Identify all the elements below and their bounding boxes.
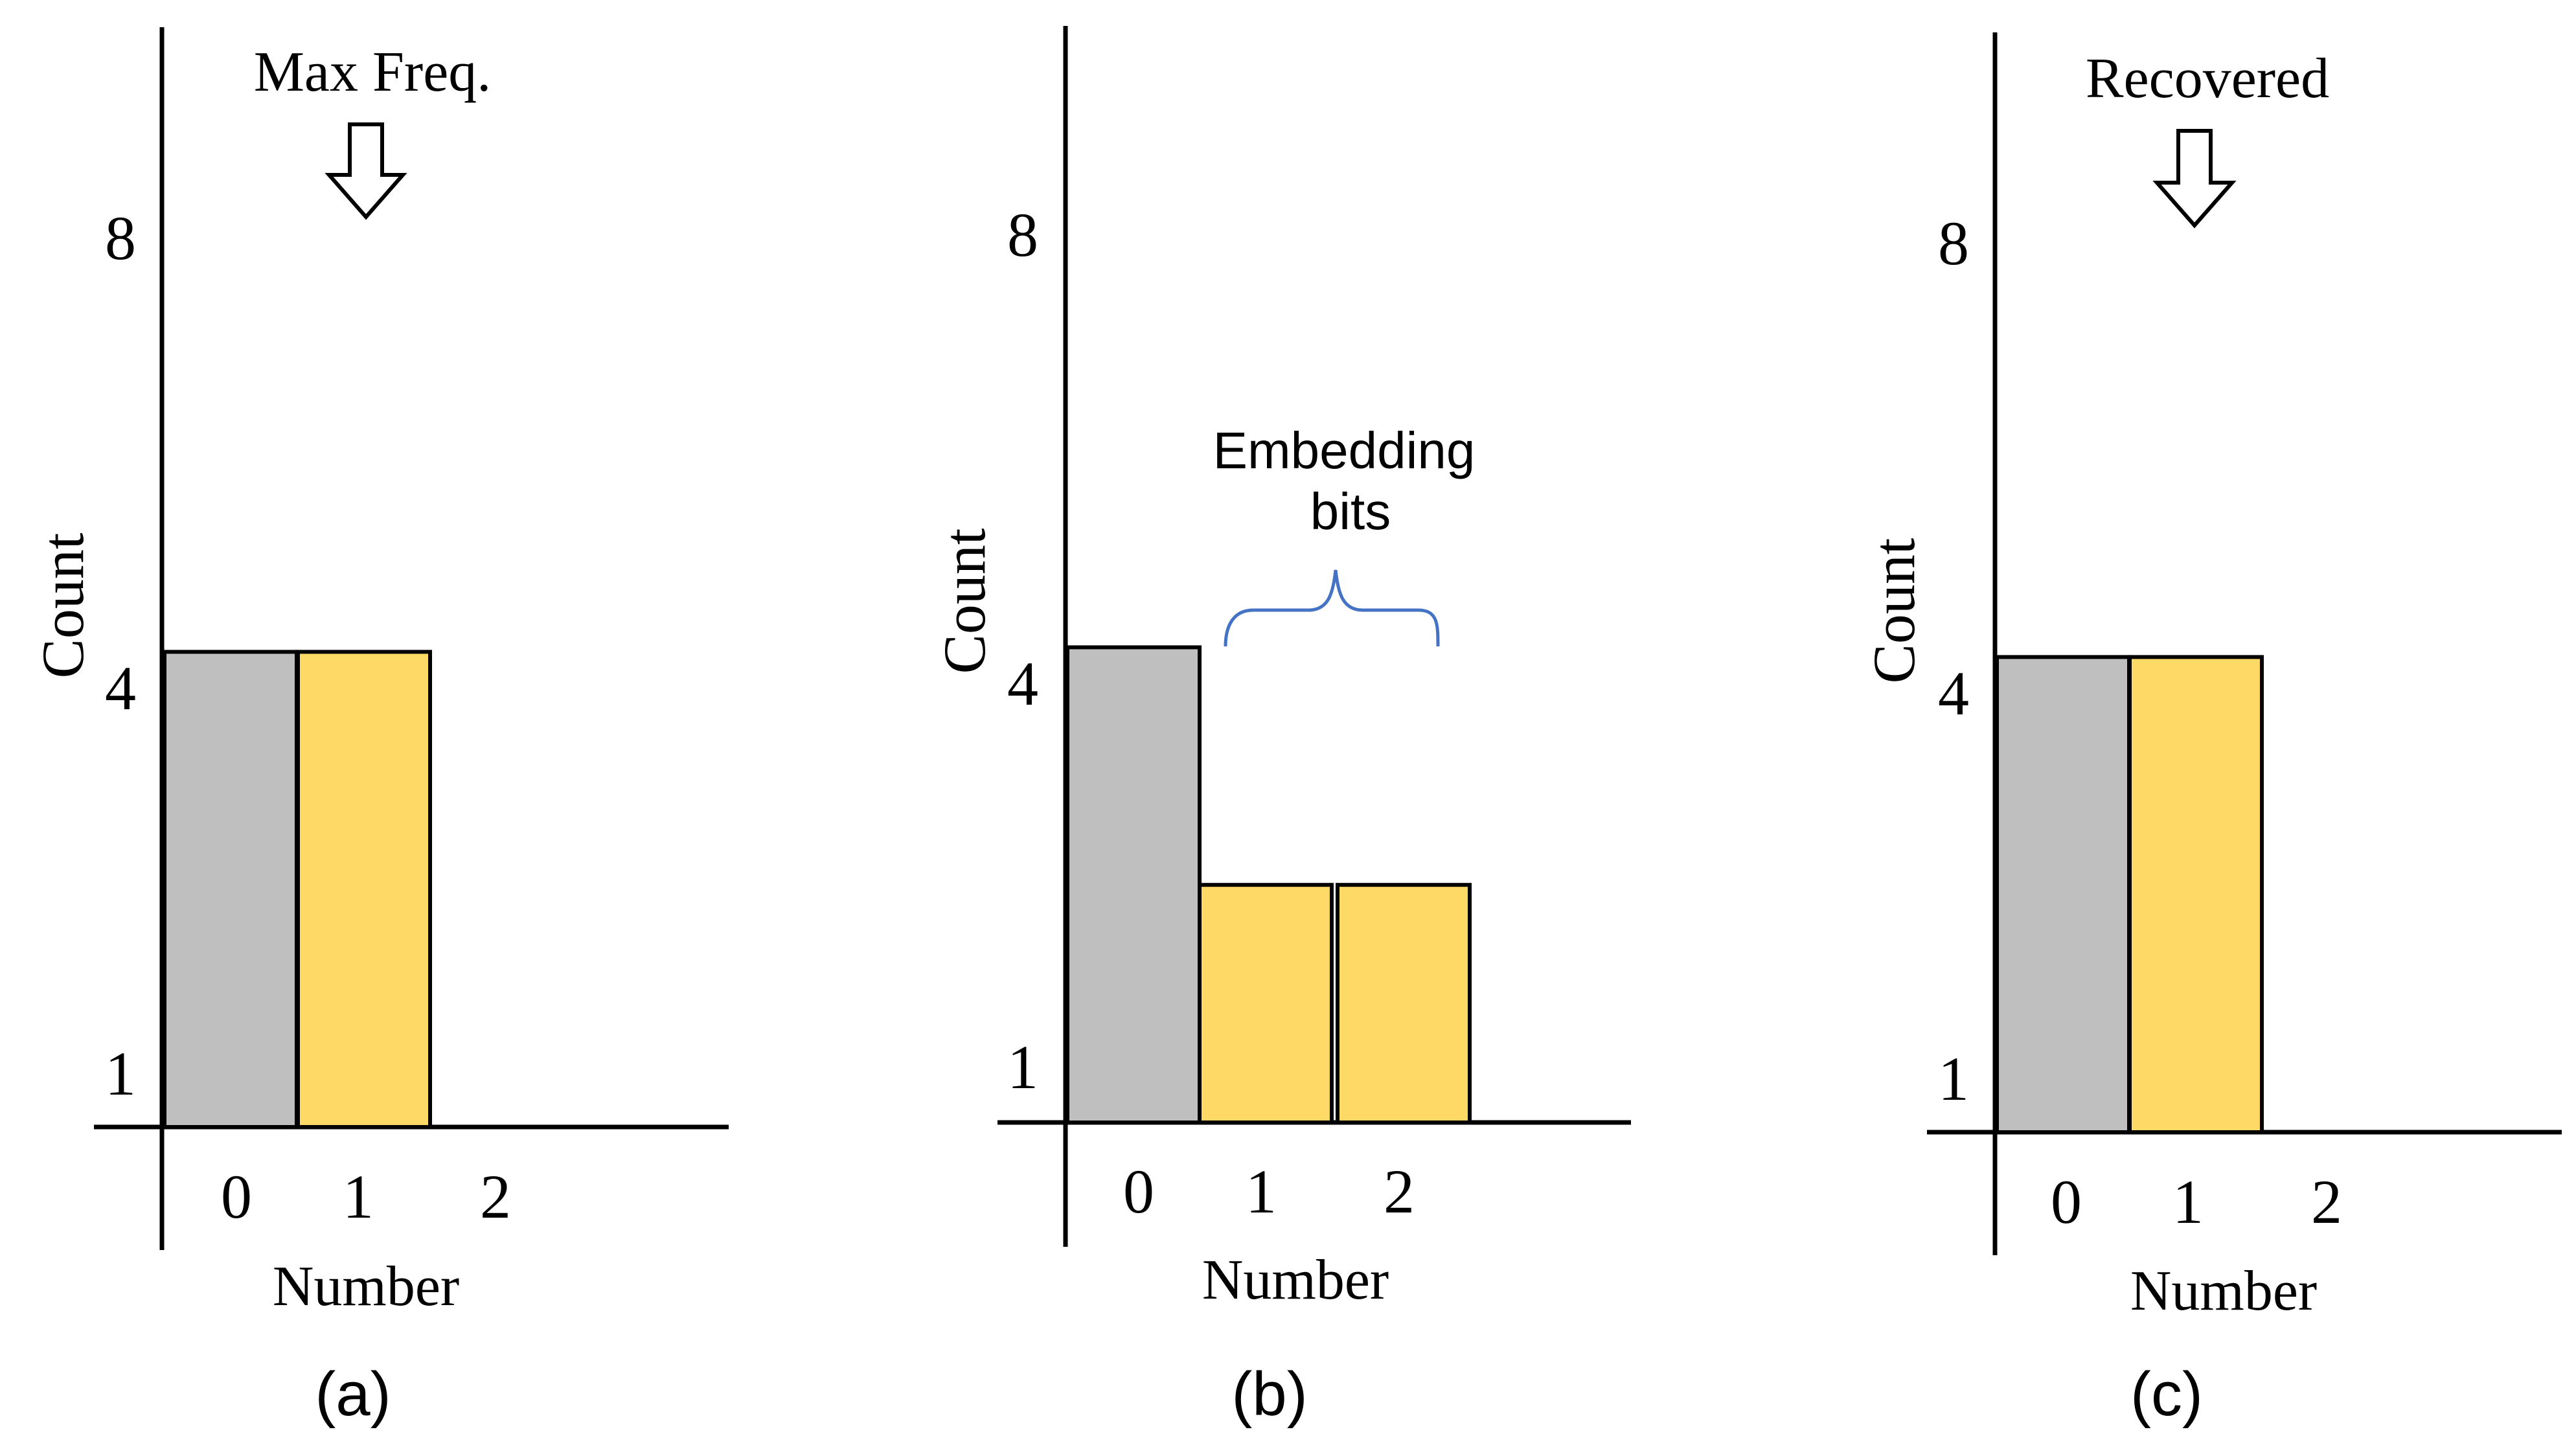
down-arrow-icon (2152, 129, 2237, 229)
bars-c (1995, 655, 2264, 1134)
panel-label-a: (a) (315, 1360, 391, 1429)
panel-c: 8 4 1 Count 0 1 2 Number Recovered (c) (1861, 32, 2562, 1429)
y-tick-label: 1 (1007, 1032, 1038, 1102)
panel-b: 8 4 1 Count 0 1 2 Number Embedding bits … (931, 26, 1631, 1429)
annotation-bits: bits (1310, 483, 1391, 540)
x-tick-label: 1 (343, 1162, 374, 1231)
bar-0 (163, 650, 299, 1129)
bars-a (163, 650, 432, 1129)
x-axis-title: Number (2130, 1260, 2317, 1323)
down-arrow-icon (325, 122, 407, 220)
x-axis-title: Number (1202, 1249, 1389, 1312)
bars-b (1066, 645, 1472, 1124)
y-tick-label: 8 (105, 203, 136, 273)
x-tick-label: 1 (1246, 1157, 1277, 1226)
annotation-recovered: Recovered (2086, 47, 2329, 110)
x-tick-label: 2 (2311, 1167, 2342, 1236)
panel-label-c: (c) (2130, 1360, 2203, 1429)
bar-0 (1066, 645, 1202, 1124)
x-tick-label: 2 (480, 1162, 511, 1231)
bar-2 (1336, 883, 1472, 1124)
x-tick-label: 0 (2051, 1167, 2082, 1236)
bar-0 (1995, 655, 2131, 1134)
y-axis-title: Count (931, 528, 997, 674)
y-axis-title: Count (1861, 538, 1927, 683)
annotation-max-freq: Max Freq. (254, 41, 492, 104)
bar-1 (2128, 655, 2264, 1134)
x-tick-label: 2 (1384, 1157, 1415, 1226)
x-tick-label: 1 (2172, 1167, 2204, 1236)
y-axis-title: Count (30, 532, 96, 678)
x-tick-label: 0 (1123, 1157, 1154, 1226)
panel-label-b: (b) (1231, 1360, 1307, 1429)
y-tick-label: 8 (1007, 200, 1038, 269)
curly-brace-icon (1224, 569, 1440, 647)
x-axis-title: Number (273, 1255, 459, 1318)
x-tick-label: 0 (221, 1162, 252, 1231)
y-tick-label: 1 (1938, 1044, 1969, 1113)
y-tick-label: 8 (1938, 209, 1969, 278)
annotation-embedding: Embedding (1213, 422, 1476, 479)
bar-1 (296, 650, 432, 1129)
y-tick-label: 4 (1938, 659, 1969, 728)
y-tick-label: 1 (105, 1039, 136, 1108)
y-tick-label: 4 (1007, 649, 1038, 718)
y-tick-label: 4 (105, 654, 136, 723)
bar-1 (1198, 883, 1334, 1124)
panel-a: 8 4 1 Count 0 1 2 Number Max Freq. (a) (30, 27, 729, 1429)
